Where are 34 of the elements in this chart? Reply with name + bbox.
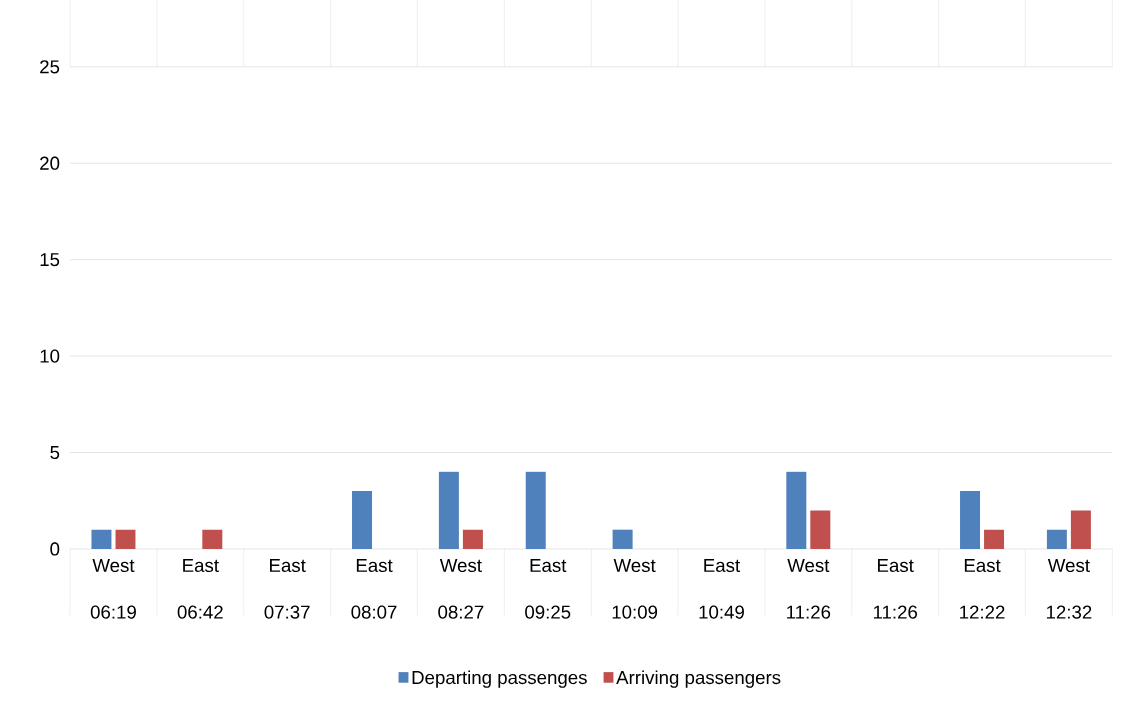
bar <box>810 510 831 550</box>
category-label: East 07:37 <box>264 559 310 619</box>
legend-label: Arriving passengers <box>616 670 781 688</box>
y-tick-label: 25 <box>40 60 60 74</box>
bar <box>612 529 633 550</box>
bar <box>115 529 136 550</box>
bar <box>352 491 373 550</box>
bar <box>786 471 807 550</box>
category-label: East 06:42 <box>177 559 223 619</box>
category-label: East 08:07 <box>351 559 397 619</box>
category-label: West 11:26 <box>787 559 831 619</box>
y-tick-label: 10 <box>40 349 60 363</box>
bar <box>960 491 981 550</box>
category-label: West 06:19 <box>90 559 136 619</box>
category-label: West 12:32 <box>1046 559 1092 619</box>
category-label: West 10:09 <box>612 559 658 619</box>
y-tick-label: 0 <box>50 542 60 556</box>
bar <box>91 529 112 550</box>
y-tick-label: 15 <box>40 253 60 267</box>
bar <box>1046 529 1067 550</box>
y-tick-label: 20 <box>40 156 60 171</box>
bar <box>1070 510 1091 550</box>
bar <box>202 529 223 550</box>
category-label: West 08:27 <box>438 559 484 619</box>
category-label: East 12:22 <box>960 559 1005 619</box>
legend-label: Departing passenges <box>412 670 587 688</box>
bar <box>438 471 459 550</box>
category-label: East 10:49 <box>699 559 744 619</box>
category-label: East 09:25 <box>525 559 571 619</box>
bar <box>462 529 483 550</box>
category-label: East 11:26 <box>873 559 918 619</box>
bar <box>984 529 1005 550</box>
y-tick-label: 5 <box>50 446 60 460</box>
bar <box>525 471 546 550</box>
